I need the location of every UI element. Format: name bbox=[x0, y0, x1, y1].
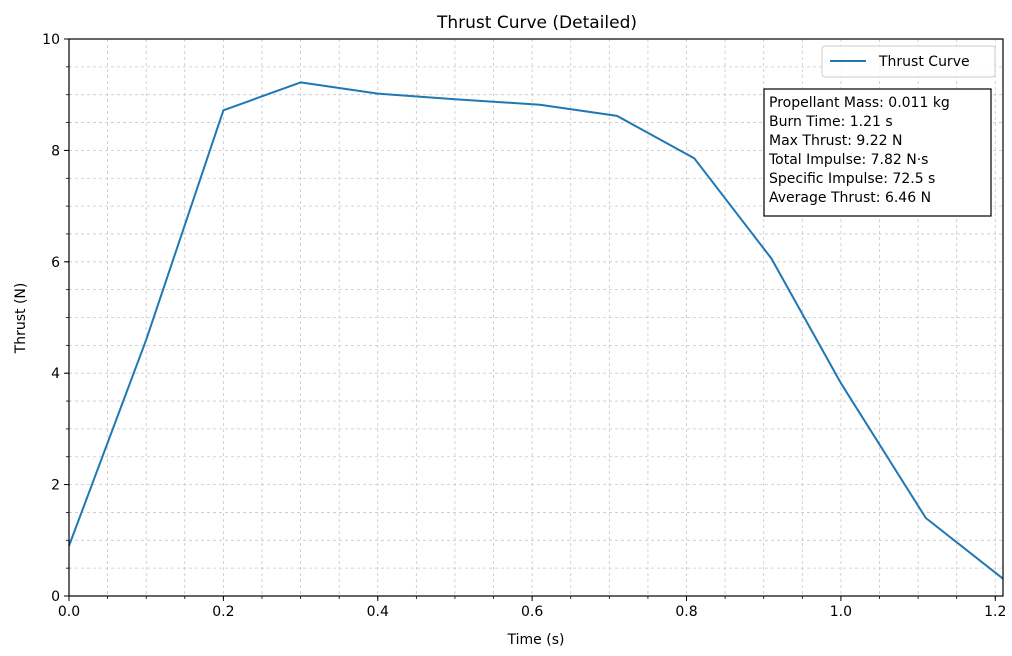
info-total-impulse: Total Impulse: 7.82 N·s bbox=[768, 152, 928, 168]
info-specific-impulse: Specific Impulse: 72.5 s bbox=[769, 171, 935, 187]
info-max-thrust: Max Thrust: 9.22 N bbox=[769, 133, 903, 149]
x-tick-label: 0.8 bbox=[675, 604, 697, 620]
legend-label-thrust-curve: Thrust Curve bbox=[878, 54, 970, 70]
y-tick-label: 6 bbox=[51, 255, 60, 271]
x-tick-label: 1.0 bbox=[830, 604, 852, 620]
info-propellant-mass: Propellant Mass: 0.011 kg bbox=[769, 95, 950, 111]
y-tick-label: 2 bbox=[51, 478, 60, 494]
x-tick-label: 0.2 bbox=[212, 604, 234, 620]
x-tick-label: 0.4 bbox=[367, 604, 389, 620]
x-tick-label: 1.2 bbox=[984, 604, 1006, 620]
y-tick-label: 4 bbox=[51, 366, 60, 382]
x-axis-title: Time (s) bbox=[507, 632, 565, 648]
info-average-thrust: Average Thrust: 6.46 N bbox=[769, 190, 931, 206]
legend: Thrust Curve bbox=[822, 46, 995, 77]
x-tick-label: 0.6 bbox=[521, 604, 543, 620]
chart-title: Thrust Curve (Detailed) bbox=[436, 13, 637, 33]
info-burn-time: Burn Time: 1.21 s bbox=[769, 114, 893, 130]
x-tick-label: 0.0 bbox=[58, 604, 80, 620]
y-tick-label: 0 bbox=[51, 589, 60, 605]
y-tick-label: 8 bbox=[51, 143, 60, 159]
info-box: Propellant Mass: 0.011 kg Burn Time: 1.2… bbox=[764, 89, 991, 216]
y-axis-title: Thrust (N) bbox=[13, 283, 29, 355]
y-tick-label: 10 bbox=[42, 32, 60, 48]
